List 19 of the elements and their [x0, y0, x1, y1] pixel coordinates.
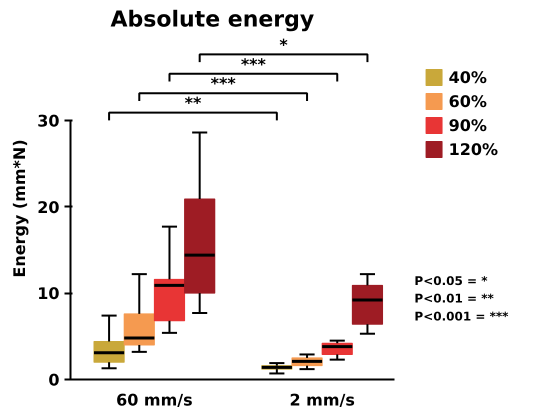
text: P<0.01 = ** — [414, 292, 495, 306]
text: P<0.001 = *** — [414, 309, 510, 324]
y-axis-title: Energy (mm*N) — [10, 139, 30, 278]
chart-title: Absolute energy — [110, 8, 314, 32]
y-tick-label: 10 — [37, 284, 60, 304]
text: ** — [184, 94, 202, 113]
y-tick-label: 0 — [48, 370, 60, 390]
legend-label: 40% — [448, 68, 487, 86]
x-tick-label: 2 mm/s — [289, 390, 355, 410]
y-tick-label: 30 — [37, 111, 60, 130]
legend-label: 90% — [448, 116, 487, 134]
text: *** — [240, 54, 267, 74]
legend-label: 120% — [448, 140, 498, 158]
legend-label: 60% — [448, 92, 487, 110]
x-tick-label: 60 mm/s — [116, 390, 193, 410]
text: *** — [210, 74, 236, 94]
text: * — [279, 35, 288, 54]
text: P<0.05 = * — [414, 274, 488, 288]
y-tick-label: 20 — [37, 198, 60, 217]
